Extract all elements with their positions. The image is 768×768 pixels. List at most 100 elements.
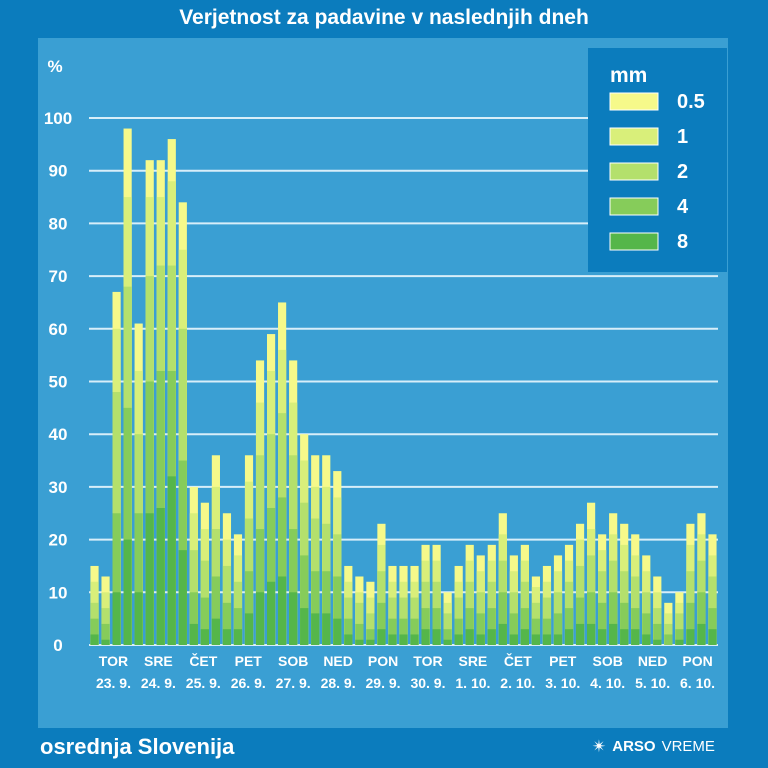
bar-8: [609, 623, 618, 645]
day-label: NED: [323, 653, 353, 669]
bar-8: [200, 629, 209, 645]
bar-4: [575, 597, 585, 645]
day-label: TOR: [413, 653, 442, 669]
bar-4: [454, 618, 463, 645]
bar-8: [333, 618, 342, 645]
bar-8: [531, 634, 541, 645]
bar-4: [255, 529, 265, 645]
bar-8: [520, 629, 529, 645]
bar-4: [697, 592, 706, 645]
bar-4: [520, 608, 529, 645]
bar-8: [222, 629, 232, 645]
y-tick-label: 50: [49, 373, 68, 392]
bar-4: [686, 602, 695, 645]
bar-8: [233, 629, 243, 645]
bar-8: [156, 507, 165, 645]
bar-8: [145, 513, 154, 645]
bar-4: [200, 597, 209, 645]
legend-swatch: [609, 232, 659, 251]
legend-label: 0.5: [677, 91, 705, 113]
bar-4: [322, 571, 331, 645]
legend-swatch: [609, 127, 659, 146]
bar-4: [278, 497, 287, 645]
arso-logo[interactable]: ✴ ARSO VREME: [592, 738, 715, 755]
day-label: ČET: [189, 652, 217, 669]
bar-8: [344, 634, 353, 645]
bar-8: [575, 623, 585, 645]
bar-8: [410, 634, 419, 645]
bar-4: [664, 634, 673, 645]
bar-4: [211, 576, 220, 645]
bar-4: [553, 613, 563, 645]
bar-4: [410, 618, 419, 645]
bar-8: [564, 629, 574, 645]
date-label: 1. 10.: [455, 675, 490, 691]
bar-4: [542, 618, 552, 645]
legend-title: mm: [610, 64, 647, 87]
bar-8: [311, 613, 320, 645]
bar-8: [465, 629, 474, 645]
bar-8: [211, 618, 220, 645]
bar-4: [222, 602, 232, 645]
bar-8: [598, 629, 607, 645]
bar-8: [631, 629, 640, 645]
bar-4: [377, 602, 386, 645]
bar-8: [244, 613, 254, 645]
bar-8: [443, 639, 452, 645]
day-label: SRE: [144, 653, 173, 669]
bar-8: [366, 639, 375, 645]
legend-swatch: [609, 197, 659, 216]
bar-8: [300, 608, 309, 645]
bar-8: [167, 476, 176, 645]
bar-4: [675, 629, 684, 645]
date-label: 26. 9.: [231, 675, 266, 691]
date-label: 5. 10.: [635, 675, 670, 691]
bar-4: [653, 623, 662, 645]
bar-8: [134, 592, 143, 645]
bar-8: [399, 634, 408, 645]
bar-4: [487, 608, 496, 645]
day-label: PET: [549, 653, 577, 669]
bar-4: [598, 602, 607, 645]
bar-2: [664, 623, 673, 645]
day-label: PET: [235, 653, 263, 669]
date-label: 29. 9.: [366, 675, 401, 691]
bar-4: [289, 529, 298, 645]
legend-swatch: [609, 92, 659, 111]
bar-8: [697, 623, 706, 645]
y-tick-label: 10: [49, 583, 68, 602]
bar-4: [388, 618, 397, 645]
bar-8: [322, 613, 331, 645]
day-label: PON: [368, 653, 398, 669]
bar-4: [465, 608, 474, 645]
bar-8: [289, 592, 298, 645]
bar-8: [255, 592, 265, 645]
bar-8: [454, 634, 463, 645]
date-label: 2. 10.: [500, 675, 535, 691]
bar-4: [333, 576, 342, 645]
sun-rays-icon: ✴: [592, 737, 607, 756]
date-label: 30. 9.: [410, 675, 445, 691]
bar-8: [421, 629, 430, 645]
legend-label: 1: [677, 126, 688, 148]
region-label: osrednja Slovenija: [40, 734, 235, 759]
y-tick-label: 20: [49, 531, 68, 550]
bar-4: [531, 618, 541, 645]
bar-4: [123, 407, 132, 645]
y-tick-label: 30: [49, 478, 68, 497]
legend-label: 8: [677, 231, 688, 253]
bar-4: [642, 613, 651, 645]
bar-8: [101, 639, 110, 645]
y-tick-label: 90: [49, 162, 68, 181]
bar-8: [377, 629, 386, 645]
bar-4: [134, 513, 143, 645]
bar-4: [112, 513, 121, 645]
legend-label: 2: [677, 161, 688, 183]
bar-4: [476, 613, 485, 645]
date-label: 27. 9.: [276, 675, 311, 691]
bar-8: [432, 629, 441, 645]
chart-title: Verjetnost za padavine v naslednjih dneh: [179, 6, 589, 29]
bar-4: [564, 608, 574, 645]
date-label: 24. 9.: [141, 675, 176, 691]
